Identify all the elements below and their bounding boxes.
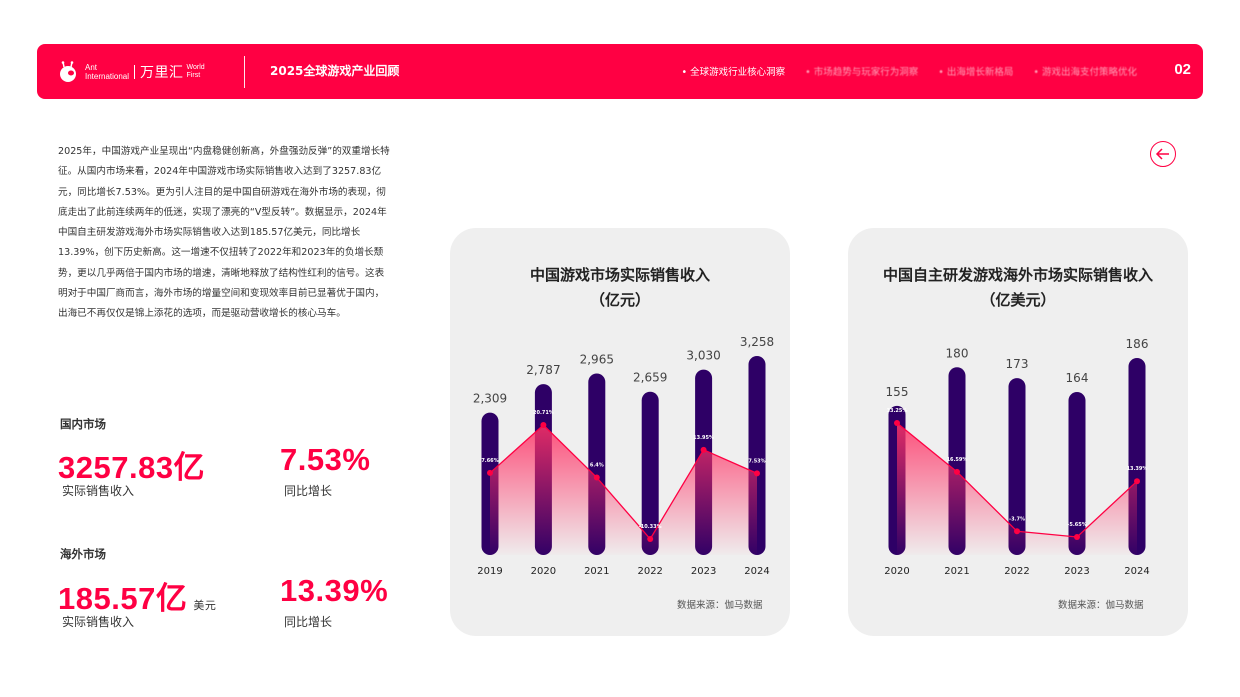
bar-value-label: 164	[1066, 371, 1089, 385]
growth-point	[1134, 478, 1140, 485]
header-divider	[244, 56, 245, 88]
growth-area	[490, 425, 757, 555]
x-axis-label: 2023	[1064, 566, 1089, 577]
x-axis-label: 2024	[744, 566, 769, 577]
logo-ant-text: Ant International	[85, 63, 130, 81]
overseas-growth-value: 13.39%	[280, 573, 389, 608]
overseas-market-label: 海外市场	[60, 547, 106, 561]
growth-label: 33.25%	[887, 408, 908, 414]
growth-label: -3.7%	[1009, 516, 1025, 522]
growth-label: 13.39%	[1127, 466, 1148, 472]
growth-point	[700, 446, 707, 453]
growth-label: 20.71%	[533, 410, 554, 416]
bar-value-label: 3,030	[686, 349, 720, 363]
back-button[interactable]	[1150, 141, 1176, 167]
overseas-revenue-label: 实际销售收入	[62, 615, 135, 629]
section-nav: 全球游戏行业核心洞察 市场趋势与玩家行为洞察 出海增长新格局 游戏出海支付策略优…	[681, 64, 1137, 78]
domestic-market-label: 国内市场	[60, 417, 106, 431]
growth-point	[894, 420, 900, 426]
growth-point	[754, 470, 760, 477]
domestic-growth-label: 同比增长	[284, 484, 333, 498]
growth-point	[1074, 534, 1080, 540]
bar-value-label: 180	[946, 346, 969, 360]
chart-source: 数据来源：伽马数据	[677, 600, 763, 611]
bar-2023	[1068, 392, 1086, 555]
growth-label: 13.95%	[693, 435, 714, 441]
bar-value-label: 173	[1006, 357, 1029, 371]
logo-wf-text: World First	[186, 64, 205, 79]
bar-value-label: 155	[886, 385, 909, 399]
x-axis-label: 2021	[584, 566, 609, 577]
logo-cn-text: 万里汇	[140, 65, 184, 81]
chart-title: 中国自主研发游戏海外市场实际销售收入 （亿美元）	[882, 266, 1153, 309]
bar-value-label: 2,787	[526, 363, 560, 377]
nav-item-market-trends[interactable]: 市场趋势与玩家行为洞察	[805, 64, 919, 78]
bar-2022	[1008, 378, 1026, 555]
growth-area	[897, 423, 1137, 555]
bar-value-label: 2,965	[580, 352, 614, 366]
x-axis-label: 2022	[1004, 566, 1029, 577]
logo-divider	[134, 65, 136, 79]
growth-label: 16.59%	[947, 457, 968, 463]
growth-point	[487, 469, 493, 476]
overseas-revenue-value: 185.57亿 美元	[58, 581, 217, 616]
growth-point	[1014, 528, 1020, 535]
nav-item-payment-strategy[interactable]: 游戏出海支付策略优化	[1033, 64, 1137, 78]
growth-point	[593, 474, 600, 481]
domestic-revenue-chart-card: 中国游戏市场实际销售收入 （亿元） 数据来源：伽马数据	[450, 228, 790, 636]
growth-label: 7.66%	[481, 458, 498, 464]
growth-point	[647, 536, 654, 542]
growth-line	[489, 424, 758, 541]
overseas-revenue-unit: 美元	[193, 600, 217, 612]
bar-value-label: 186	[1126, 337, 1149, 351]
intro-paragraph: 2025年，中国游戏产业呈现出“内盘稳健创新高，外盘强劲反弹”的双重增长特征。从…	[58, 146, 390, 320]
brand-logo[interactable]: Ant International 万里汇 World First	[57, 58, 205, 86]
growth-label: -5.65%	[1067, 522, 1086, 528]
growth-label: -10.33%	[639, 524, 662, 530]
x-axis-label: 2021	[944, 566, 969, 577]
x-axis-label: 2020	[884, 566, 909, 577]
growth-point	[954, 468, 960, 475]
growth-point	[540, 422, 547, 428]
x-axis-label: 2020	[531, 566, 556, 577]
x-axis-label: 2023	[691, 566, 716, 577]
domestic-revenue-value: 3257.83亿	[58, 450, 206, 485]
domestic-growth-value: 7.53%	[280, 442, 371, 477]
x-axis-label: 2019	[477, 566, 502, 577]
chart-title: 中国游戏市场实际销售收入 （亿元）	[529, 266, 710, 309]
x-axis-label: 2024	[1124, 566, 1149, 577]
growth-label: 7.53%	[748, 458, 765, 464]
bar-value-label: 2,309	[473, 392, 507, 406]
growth-label: 6.4%	[590, 463, 604, 469]
bar-2022	[641, 391, 659, 555]
chart-source: 数据来源：伽马数据	[1058, 600, 1144, 611]
arrow-left-icon	[1155, 148, 1169, 160]
nav-item-overseas-growth[interactable]: 出海增长新格局	[938, 64, 1014, 78]
x-axis-label: 2022	[637, 566, 662, 577]
ant-mascot-icon	[60, 61, 76, 82]
bar-value-label: 2,659	[633, 371, 667, 385]
domestic-revenue-label: 实际销售收入	[62, 484, 135, 498]
bar-value-label: 3,258	[740, 335, 774, 349]
nav-item-core-insights[interactable]: 全球游戏行业核心洞察	[681, 64, 785, 78]
overseas-growth-label: 同比增长	[284, 615, 333, 629]
page-number: 02	[1174, 61, 1191, 78]
report-title: 2025全球游戏产业回顾	[270, 64, 400, 78]
top-header-bar: Ant International 万里汇 World First 2025全球…	[37, 44, 1203, 99]
